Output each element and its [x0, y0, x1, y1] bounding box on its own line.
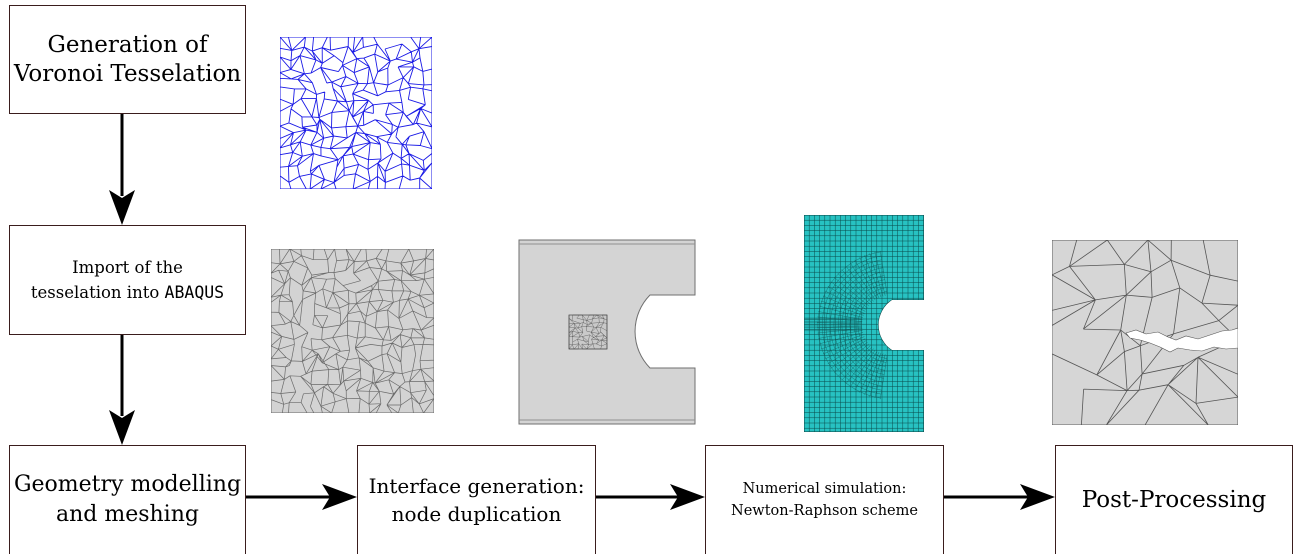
arrow-geometry-to-interface: [244, 484, 357, 510]
arrow-import-to-geometry: [109, 334, 135, 445]
import-box: Import of the tesselation into ABAQUS: [9, 225, 246, 335]
notched-specimen-image: [518, 239, 696, 425]
import-line1: Import of the: [72, 258, 183, 277]
arrow-interface-to-simulation: [595, 484, 705, 510]
fractured-grains-image: [1052, 240, 1238, 425]
voronoi-line2: Voronoi Tesselation: [13, 60, 242, 87]
voronoi-line1: Generation of: [47, 31, 208, 58]
crack: [1125, 327, 1238, 353]
arrow-voronoi-to-import: [109, 113, 135, 225]
refined-region: [568, 314, 608, 350]
simulation-box: Numerical simulation: Newton-Raphson sch…: [705, 445, 944, 554]
abaqus-label: ABAQUS: [164, 283, 225, 302]
geometry-box: Geometry modelling and meshing: [9, 445, 246, 554]
grey-grain-image: [271, 249, 434, 413]
voronoi-generation-box: Generation of Voronoi Tesselation: [9, 5, 246, 114]
simulation-line1: Numerical simulation:: [742, 481, 907, 497]
import-line2: tesselation into ABAQUS: [31, 280, 224, 305]
post-processing-box: Post-Processing: [1055, 445, 1293, 554]
geometry-line2: and meshing: [55, 502, 199, 527]
interface-line2: node duplication: [391, 502, 562, 526]
interface-line1: Interface generation:: [368, 474, 585, 498]
simulation-line2: Newton-Raphson scheme: [731, 503, 918, 519]
geometry-line1: Geometry modelling: [13, 472, 242, 497]
import-line2-prefix: tesselation into: [30, 283, 165, 302]
post-processing-label: Post-Processing: [1081, 487, 1267, 513]
voronoi-tesselation-image: [280, 37, 432, 189]
arrow-simulation-to-post: [943, 484, 1055, 510]
fe-mesh-image: [804, 215, 924, 432]
interface-box: Interface generation: node duplication: [357, 445, 596, 554]
